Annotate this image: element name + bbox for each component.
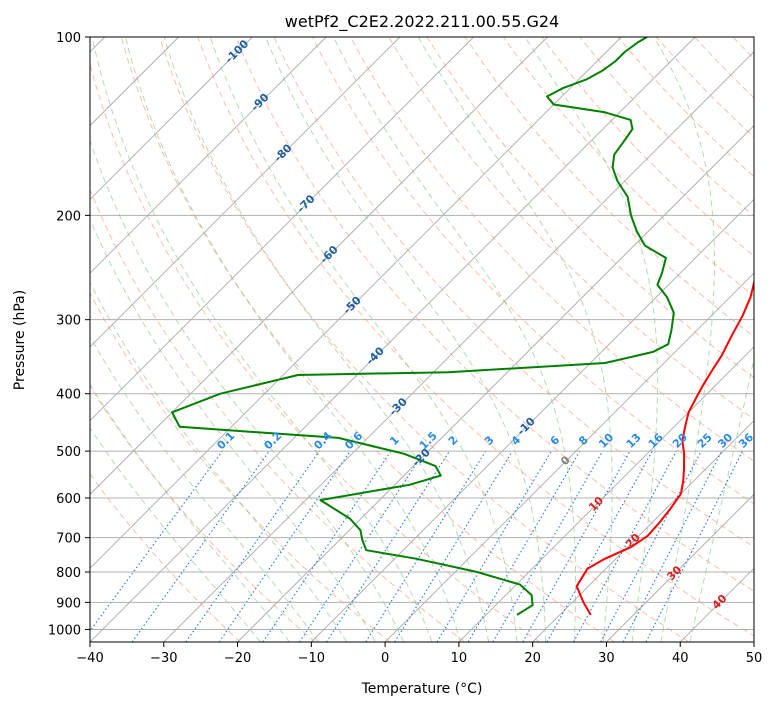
x-tick-label: 0 (381, 651, 389, 666)
moist-adiabat-line (91, 37, 433, 642)
x-tick-label: −30 (150, 651, 177, 666)
mixing-ratio-line (218, 450, 351, 642)
dry-adiabat-line (311, 37, 754, 505)
x-axis-ticks: −40 −30 −20 −10 0 10 20 30 40 50 (76, 642, 762, 666)
x-tick-label: −10 (298, 651, 325, 666)
x-tick-label: 10 (451, 651, 468, 666)
isotherm-line (163, 51, 754, 642)
x-tick-label: 30 (598, 651, 615, 666)
y-tick-label: 100 (56, 31, 81, 46)
y-axis-title: Pressure (hPa) (12, 290, 28, 390)
temperature-profile-line (575, 278, 754, 616)
chart-title: wetPf2_C2E2.2022.211.00.55.G24 (285, 12, 559, 32)
moist-adiabat-line (90, 281, 348, 642)
dry-adiabat-line (502, 37, 754, 297)
x-tick-label: 20 (524, 651, 541, 666)
isotherm-line (90, 37, 327, 274)
mixing-ratio-line (185, 450, 320, 642)
dry-adiabat-line (771, 37, 775, 642)
dry-adiabat-line (350, 37, 754, 462)
moist-adiabat-line (163, 37, 490, 642)
plot-background (90, 37, 754, 642)
y-tick-label: 600 (56, 492, 81, 507)
mixing-ratio-line (325, 450, 450, 642)
y-axis-ticks: 100 200 300 400 500 600 700 800 900 1000 (48, 31, 90, 638)
y-tick-label: 400 (56, 388, 81, 403)
mixing-ratio-line (492, 450, 604, 642)
dry-adiabat-line (120, 37, 615, 642)
isotherm-line (90, 37, 474, 422)
moist-adiabat-line (90, 427, 261, 642)
moist-adiabat-line (90, 218, 376, 642)
isotherm-line (532, 420, 754, 642)
moist-adiabat-line (265, 37, 547, 642)
isotherm-line (90, 37, 696, 642)
y-tick-label: 700 (56, 532, 81, 547)
moist-adiabat-line (524, 37, 659, 642)
background-lines (90, 37, 775, 642)
y-tick-label: 500 (56, 445, 81, 460)
isotherm-line (90, 37, 548, 496)
isotherm-line (753, 641, 754, 642)
y-tick-label: 900 (56, 596, 81, 611)
isotherm-line (237, 124, 754, 642)
mixing-ratio-line (467, 450, 581, 642)
isotherm-line (90, 37, 253, 200)
x-axis-title: Temperature (°C) (361, 681, 483, 697)
y-tick-label: 1000 (48, 623, 81, 638)
dry-adiabat-line (90, 473, 241, 642)
y-tick-label: 200 (56, 209, 81, 224)
dry-adiabat-line (426, 37, 754, 379)
dry-adiabat-line (159, 37, 690, 642)
dewpoint-profile-line (171, 37, 675, 616)
moist-adiabat-line (653, 37, 715, 642)
isotherm-line (90, 37, 401, 348)
plot-frame (89, 36, 755, 643)
moist-adiabat-line (90, 335, 319, 642)
isotherm-line (90, 37, 622, 569)
isotherm-line (606, 493, 754, 642)
mixing-ratio-line (394, 450, 513, 642)
isotherm-line (311, 198, 754, 642)
dry-adiabat-line (235, 37, 754, 592)
mixing-ratio-line (573, 450, 677, 642)
moist-adiabat-line (90, 383, 290, 642)
mixing-ratio-line (365, 450, 487, 642)
x-tick-label: −20 (224, 651, 251, 666)
dry-adiabat-line (273, 37, 754, 548)
moist-adiabat-line (90, 139, 405, 642)
mixing-ratio-line (522, 450, 631, 642)
moist-adiabat-line (209, 37, 518, 642)
moist-adiabat-line (124, 37, 461, 642)
moist-adiabat-line (689, 356, 754, 642)
dry-adiabat-line (90, 62, 540, 642)
series-layer (171, 37, 754, 616)
y-tick-label: 300 (56, 314, 81, 329)
dry-adiabat-line (90, 188, 465, 642)
dry-adiabat-line (90, 385, 316, 642)
mixing-ratio-line (436, 450, 552, 642)
x-tick-label: 50 (746, 651, 763, 666)
x-tick-label: 40 (672, 651, 689, 666)
moist-adiabat-line (417, 37, 613, 642)
dry-adiabat-line (388, 37, 754, 420)
moist-adiabat-line (333, 37, 577, 642)
y-tick-label: 800 (56, 566, 81, 581)
isotherm-line (384, 272, 754, 642)
mixing-ratio-line (546, 450, 653, 642)
isotherm-line (458, 346, 754, 642)
x-tick-label: −40 (76, 651, 103, 666)
dry-adiabat-line (464, 37, 754, 338)
dry-adiabat-line (90, 292, 391, 642)
